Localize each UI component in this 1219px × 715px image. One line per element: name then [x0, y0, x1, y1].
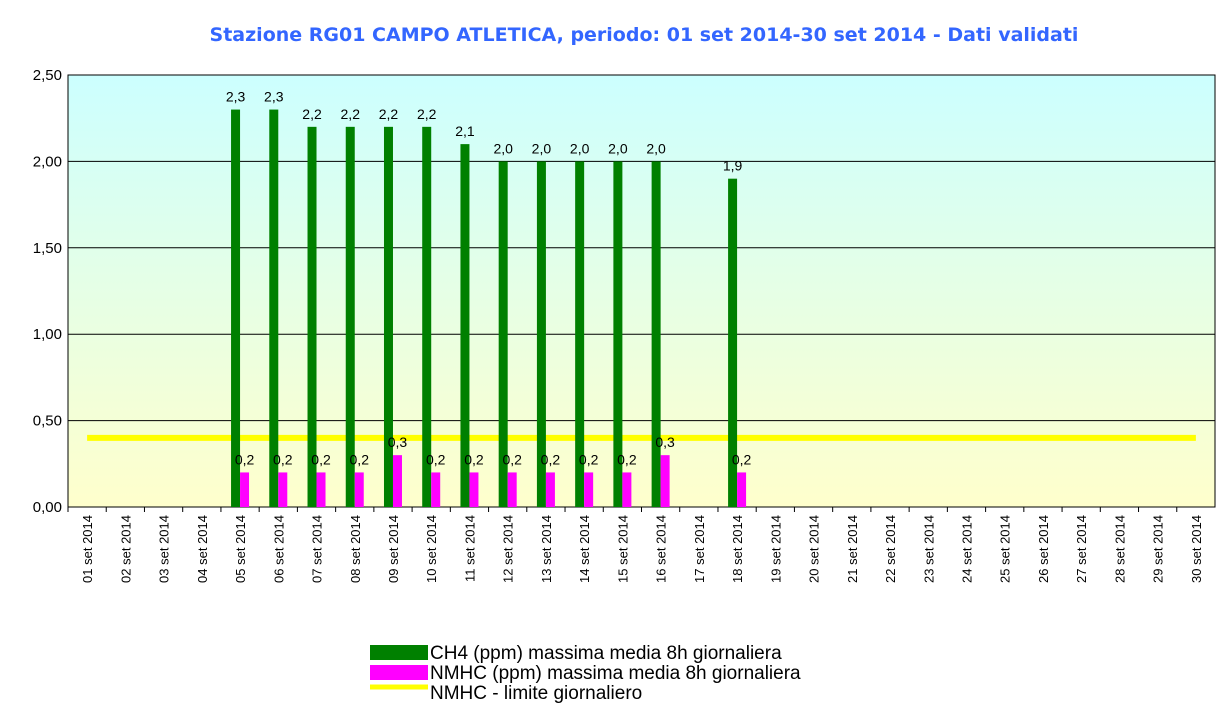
- x-tick-label: 19 set 2014: [768, 515, 783, 583]
- bar: [307, 126, 317, 507]
- x-tick-label: 14 set 2014: [577, 515, 592, 583]
- chart-title: Stazione RG01 CAMPO ATLETICA, periodo: 0…: [210, 24, 1079, 46]
- y-tick-label: 0,50: [33, 413, 62, 430]
- bar: [392, 455, 402, 507]
- x-tick-label: 13 set 2014: [539, 515, 554, 583]
- data-label: 0,2: [732, 451, 752, 467]
- bar: [345, 126, 355, 507]
- bar: [354, 472, 364, 507]
- x-tick-label: 27 set 2014: [1074, 515, 1089, 583]
- legend-label: NMHC - limite giornaliero: [430, 683, 642, 704]
- x-tick-label: 30 set 2014: [1189, 515, 1204, 583]
- bar: [316, 472, 326, 507]
- x-tick-label: 05 set 2014: [233, 515, 248, 583]
- x-tick-label: 03 set 2014: [157, 515, 172, 583]
- x-tick-label: 26 set 2014: [1036, 515, 1051, 583]
- y-tick-label: 2,00: [33, 153, 62, 170]
- bar: [460, 144, 470, 507]
- x-tick-label: 08 set 2014: [348, 515, 363, 583]
- x-tick-label: 29 set 2014: [1151, 515, 1166, 583]
- bar: [498, 161, 508, 507]
- x-tick-label: 20 set 2014: [807, 515, 822, 583]
- legend-swatch: [370, 645, 428, 660]
- data-label: 1,9: [723, 158, 743, 174]
- x-tick-label: 21 set 2014: [845, 515, 860, 583]
- data-label: 0,2: [273, 451, 293, 467]
- bar: [651, 161, 661, 507]
- bar: [575, 161, 585, 507]
- x-tick-label: 25 set 2014: [998, 515, 1013, 583]
- data-label: 0,3: [388, 434, 408, 450]
- x-tick-label: 02 set 2014: [118, 515, 133, 583]
- bar: [383, 126, 393, 507]
- data-label: 2,3: [264, 89, 284, 105]
- x-tick-label: 07 set 2014: [310, 515, 325, 583]
- data-label: 2,2: [379, 106, 399, 122]
- bar: [613, 161, 623, 507]
- bar: [431, 472, 441, 507]
- bar: [622, 472, 632, 507]
- bar: [422, 126, 432, 507]
- data-label: 2,0: [570, 140, 590, 156]
- x-tick-label: 28 set 2014: [1112, 515, 1127, 583]
- data-label: 0,2: [464, 451, 484, 467]
- bar: [660, 455, 670, 507]
- y-tick-label: 2,50: [33, 67, 62, 84]
- x-tick-label: 24 set 2014: [959, 515, 974, 583]
- data-label: 0,2: [426, 451, 446, 467]
- data-label: 0,2: [235, 451, 255, 467]
- data-label: 0,2: [311, 451, 331, 467]
- x-tick-label: 12 set 2014: [501, 515, 516, 583]
- legend-label: NMHC (ppm) massima media 8h giornaliera: [430, 663, 801, 684]
- legend-swatch: [370, 665, 428, 680]
- data-label: 2,3: [226, 89, 246, 105]
- x-tick-label: 11 set 2014: [462, 515, 477, 582]
- bar: [737, 472, 747, 507]
- x-tick-label: 01 set 2014: [80, 515, 95, 583]
- bar: [507, 472, 517, 507]
- bar: [728, 178, 738, 507]
- x-tick-label: 16 set 2014: [654, 515, 669, 583]
- data-label: 0,2: [350, 451, 370, 467]
- x-tick-label: 18 set 2014: [730, 515, 745, 583]
- x-tick-label: 10 set 2014: [424, 515, 439, 583]
- bar: [469, 472, 479, 507]
- data-label: 2,2: [417, 106, 437, 122]
- x-tick-label: 15 set 2014: [615, 515, 630, 583]
- data-label: 2,0: [646, 140, 666, 156]
- y-tick-label: 1,50: [33, 240, 62, 257]
- data-label: 2,0: [532, 140, 552, 156]
- data-label: 0,2: [541, 451, 561, 467]
- x-tick-label: 04 set 2014: [195, 515, 210, 583]
- bar: [278, 472, 288, 507]
- data-label: 0,2: [579, 451, 599, 467]
- y-tick-label: 0,00: [33, 499, 62, 516]
- data-label: 0,2: [617, 451, 637, 467]
- y-tick-label: 1,00: [33, 326, 62, 343]
- legend-label: CH4 (ppm) massima media 8h giornaliera: [430, 643, 782, 664]
- bar: [584, 472, 594, 507]
- bar: [536, 161, 546, 507]
- data-label: 2,0: [608, 140, 628, 156]
- x-tick-label: 17 set 2014: [692, 515, 707, 583]
- x-tick-label: 22 set 2014: [883, 515, 898, 583]
- data-label: 0,2: [502, 451, 522, 467]
- data-label: 0,3: [655, 434, 675, 450]
- x-tick-label: 06 set 2014: [271, 515, 286, 583]
- x-tick-label: 09 set 2014: [386, 515, 401, 583]
- bar: [269, 109, 279, 507]
- bar: [240, 472, 250, 507]
- data-label: 2,2: [341, 106, 361, 122]
- data-label: 2,1: [455, 123, 475, 139]
- data-label: 2,0: [493, 140, 513, 156]
- bar: [545, 472, 555, 507]
- x-tick-label: 23 set 2014: [921, 515, 936, 583]
- bar: [231, 109, 241, 507]
- data-label: 2,2: [302, 106, 322, 122]
